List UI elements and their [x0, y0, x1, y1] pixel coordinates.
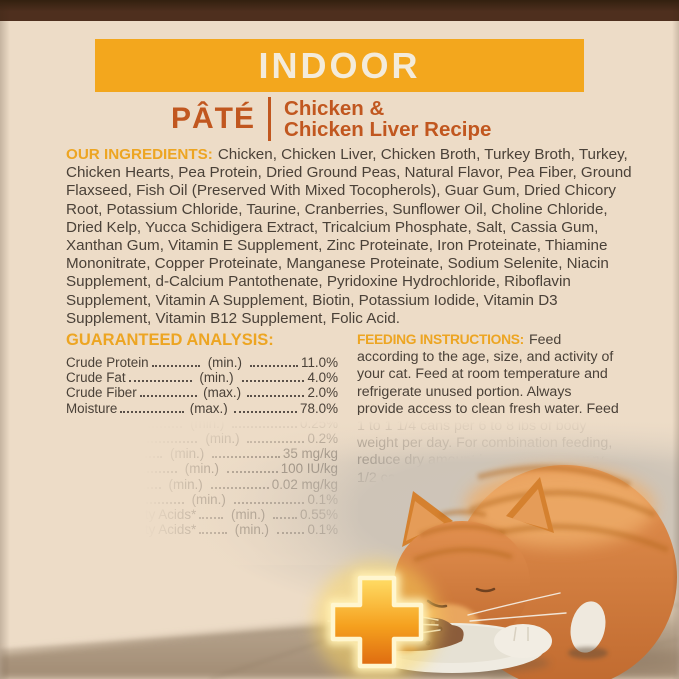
recipe-name: Chicken & Chicken Liver Recipe [284, 98, 491, 140]
cat-front-paw [494, 624, 552, 658]
dot-leader [120, 410, 184, 413]
indoor-banner: INDOOR [95, 39, 584, 92]
ingredients-heading: OUR INGREDIENTS: [66, 146, 213, 163]
analysis-heading: GUARANTEED ANALYSIS: [66, 331, 274, 349]
cat-hind-paw [570, 601, 606, 653]
ingredients-paragraph: OUR INGREDIENTS: Chicken, Chicken Liver, … [66, 146, 632, 328]
dot-leader [247, 395, 305, 398]
vertical-divider [268, 97, 272, 141]
dot-leader [241, 380, 305, 383]
dot-leader [249, 365, 299, 367]
package-top-edge [0, 0, 679, 21]
analysis-row: Crude Protein (min.) 11.0% [66, 355, 339, 370]
dot-leader [139, 395, 198, 398]
feeding-heading: FEEDING INSTRUCTIONS: [357, 332, 524, 347]
banner-label: INDOOR [258, 44, 421, 86]
cat-photo-scene [0, 415, 679, 679]
cat-photo [0, 415, 679, 679]
recipe-line1: Chicken & [284, 97, 385, 120]
dot-leader [233, 410, 298, 413]
ingredients-text: Chicken, Chicken Liver, Chicken Broth, T… [66, 146, 632, 327]
analysis-row: Crude Fat (min.) 4.0% [66, 370, 339, 386]
product-line: PÂTÉ Chicken & Chicken Liver Recipe [171, 97, 491, 141]
recipe-line2: Chicken Liver Recipe [284, 118, 492, 141]
product-style-label: PÂTÉ [171, 102, 256, 135]
dot-leader [128, 380, 192, 383]
analysis-row: Moisture (max.) 78.0% [66, 400, 339, 416]
plus-icon [313, 560, 441, 679]
dot-leader [151, 365, 200, 367]
analysis-row: Crude Fiber (max.) 2.0% [66, 385, 339, 401]
